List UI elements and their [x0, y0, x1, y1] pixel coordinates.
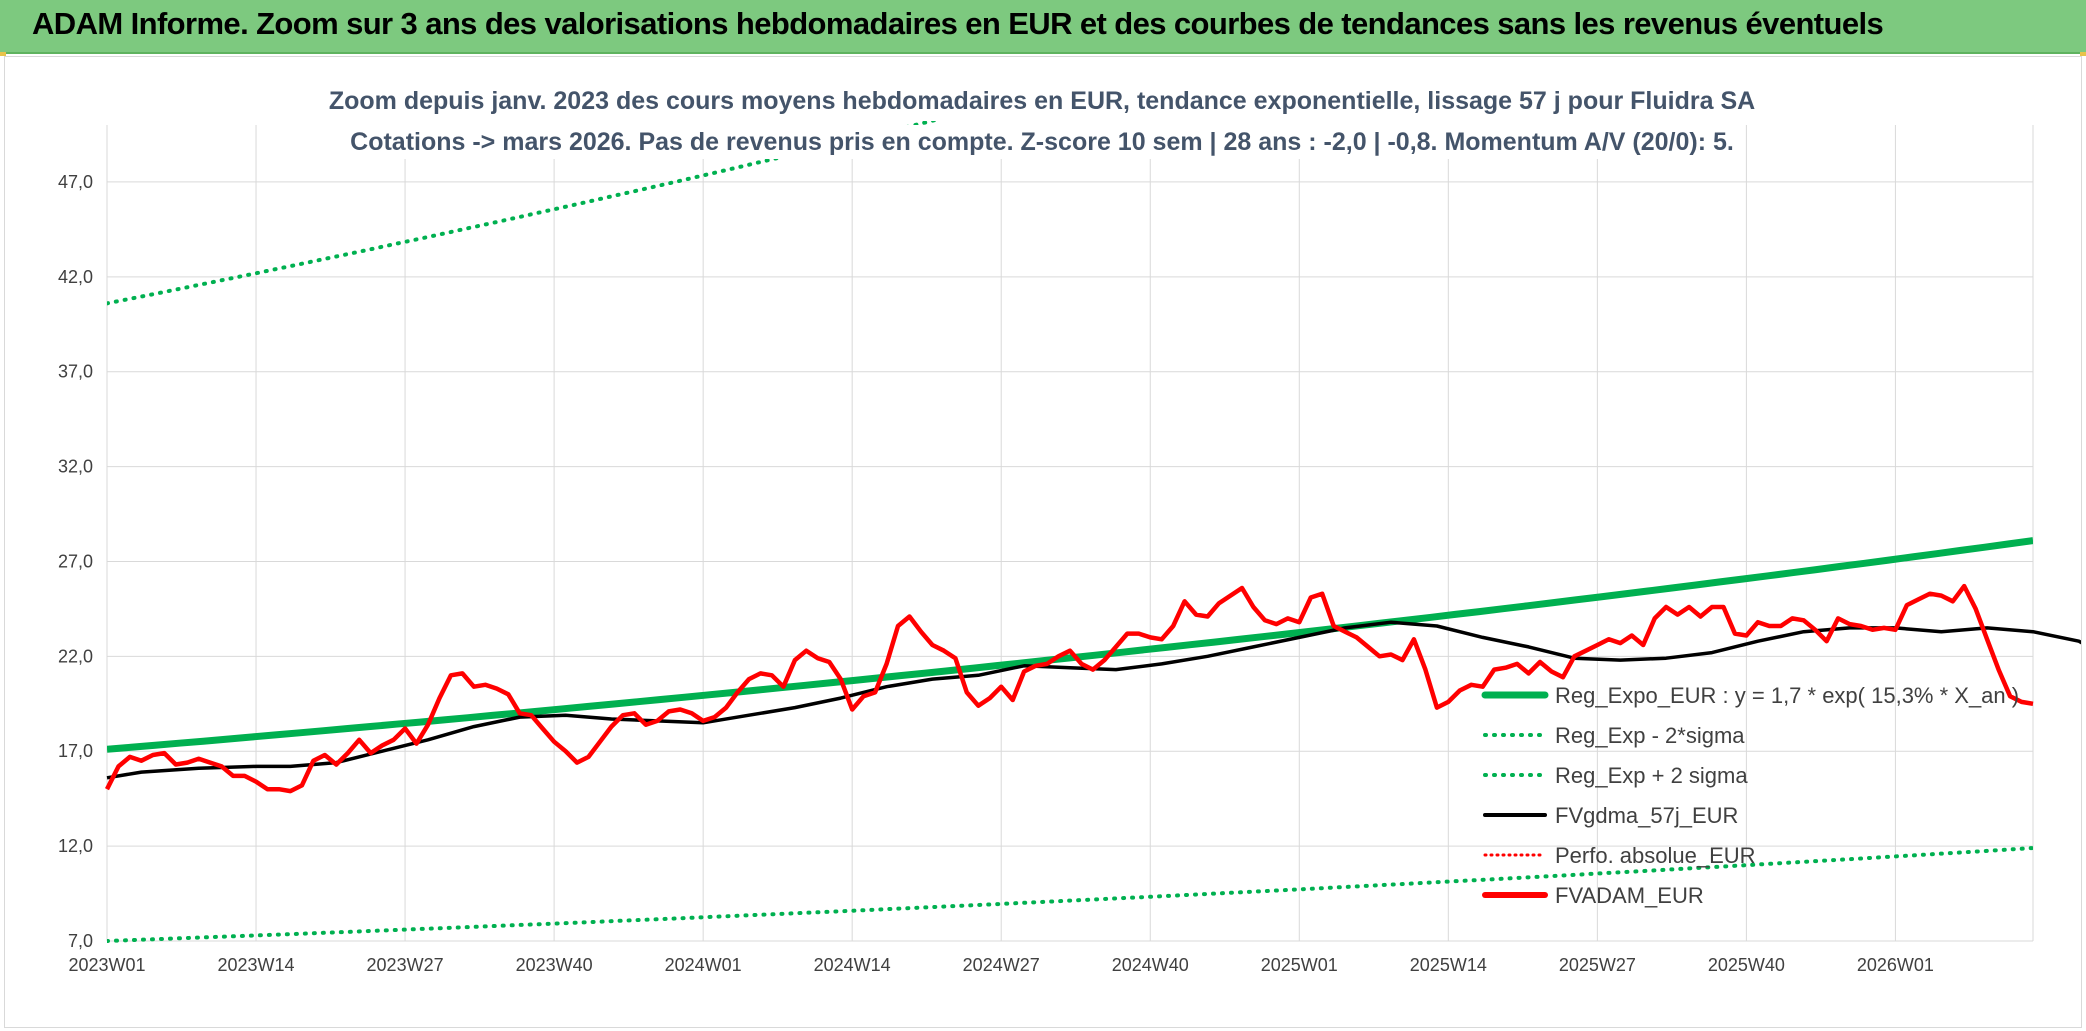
y-axis-labels: 7,0 12,0 17,0 22,0 27,0 32,0 37,0 42,0 47,0 [58, 172, 93, 951]
legend-label: Perfo. absolue_EUR [1555, 843, 1756, 868]
y-tick-label: 37,0 [58, 362, 93, 382]
legend-label: Reg_Exp - 2*sigma [1555, 723, 1745, 748]
legend-label: FVADAM_EUR [1555, 883, 1704, 908]
x-tick-label: 2023W01 [68, 955, 145, 975]
chart-series [104, 121, 2081, 943]
chart-grid [106, 125, 2034, 942]
x-tick-label: 2025W40 [1708, 955, 1785, 975]
legend-label: Reg_Expo_EUR : y = 1,7 * exp( 15,3% * X_… [1555, 683, 2019, 708]
x-tick-label: 2025W27 [1559, 955, 1636, 975]
x-tick-label: 2026W01 [1857, 955, 1934, 975]
y-tick-label: 42,0 [58, 267, 93, 287]
x-tick-label: 2023W14 [218, 955, 295, 975]
x-tick-label: 2024W40 [1112, 955, 1189, 975]
y-tick-label: 12,0 [58, 836, 93, 856]
x-tick-label: 2023W40 [516, 955, 593, 975]
report-header-bar: ADAM Informe. Zoom sur 3 ans des valoris… [0, 0, 2086, 54]
subtitle-background [375, 125, 1715, 159]
chart-frame: 7,0 12,0 17,0 22,0 27,0 32,0 37,0 42,0 47,0 2023… [4, 56, 2082, 1028]
series-reg-exp-minus-2sigma [107, 846, 2033, 943]
y-tick-label: 22,0 [58, 646, 93, 666]
y-tick-label: 47,0 [58, 172, 93, 192]
chart-legend: Reg_Expo_EUR : y = 1,7 * exp( 15,3% * X_… [1481, 683, 2019, 908]
x-tick-label: 2024W27 [963, 955, 1040, 975]
chart-subtitle-line1: Zoom depuis janv. 2023 des cours moyens … [329, 87, 1755, 115]
legend-label: FVgdma_57j_EUR [1555, 803, 1738, 828]
x-tick-label: 2024W01 [665, 955, 742, 975]
x-tick-label: 2023W27 [367, 955, 444, 975]
line-chart: 7,0 12,0 17,0 22,0 27,0 32,0 37,0 42,0 47,0 2023… [58, 87, 2081, 975]
series-fvgdma-57j [106, 620, 2081, 780]
x-tick-label: 2024W14 [814, 955, 891, 975]
chart-subtitle-line2: Cotations -> mars 2026. Pas de revenus p… [350, 128, 1734, 156]
header-corner-left [0, 52, 6, 56]
header-corner-right [2080, 52, 2086, 56]
series-fvadam [104, 583, 2034, 794]
report-title: ADAM Informe. Zoom sur 3 ans des valoris… [32, 6, 1884, 41]
y-tick-label: 27,0 [58, 551, 93, 571]
x-tick-label: 2025W14 [1410, 955, 1487, 975]
y-tick-label: 32,0 [58, 457, 93, 477]
legend-label: Reg_Exp + 2 sigma [1555, 763, 1748, 788]
y-tick-label: 17,0 [58, 741, 93, 761]
x-axis-labels: 2023W01 2023W14 2023W27 2023W40 2024W01 2024W… [68, 955, 1933, 975]
x-tick-label: 2025W01 [1261, 955, 1338, 975]
y-tick-label: 7,0 [68, 931, 93, 951]
